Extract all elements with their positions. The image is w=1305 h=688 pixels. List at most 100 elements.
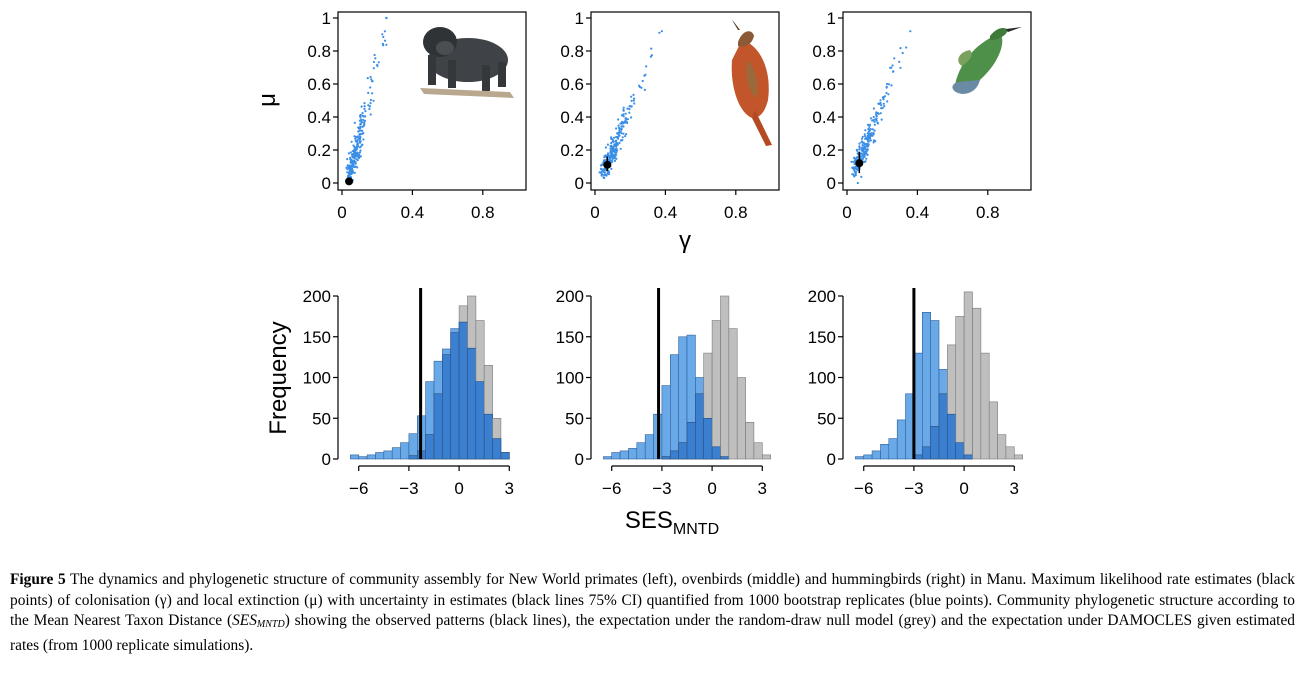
bootstrap-point: [605, 173, 608, 176]
bootstrap-point: [349, 172, 352, 175]
bootstrap-point: [613, 159, 617, 162]
bootstrap-point: [626, 118, 630, 121]
x-tick-label: 0: [590, 203, 599, 222]
y-tick-label: 0: [575, 174, 584, 193]
bootstrap-point: [606, 143, 610, 146]
figure-caption: Figure 5 The dynamics and phylogenetic s…: [10, 570, 1295, 656]
hist-bar-damocles: [661, 385, 671, 460]
bootstrap-point: [615, 127, 618, 130]
bootstrap-point: [602, 170, 605, 173]
bootstrap-point: [872, 141, 875, 144]
y-tick-label: 200: [808, 287, 836, 306]
hist-bar-damocles: [366, 454, 376, 460]
bootstrap-point: [363, 122, 366, 125]
bootstrap-point: [351, 171, 355, 174]
bootstrap-point: [369, 86, 372, 89]
bootstrap-point: [612, 145, 616, 148]
bootstrap-point: [368, 107, 371, 111]
bootstrap-point: [616, 149, 619, 152]
bootstrap-point: [382, 35, 385, 39]
y-tick-label: 0.2: [560, 141, 584, 160]
bootstrap-point: [860, 175, 863, 178]
caption-text-1: The dynamics and phylogenetic structure …: [10, 571, 1295, 630]
bootstrap-point: [620, 125, 623, 128]
hist-bar-overlap: [678, 442, 688, 460]
y-tick-label: 0.2: [307, 141, 331, 160]
hist-bar-overlap: [458, 321, 468, 460]
hist-bar-null: [728, 328, 738, 460]
bootstrap-point: [873, 120, 876, 123]
bootstrap-point: [356, 142, 359, 145]
bootstrap-point: [622, 132, 625, 135]
bootstrap-point: [346, 164, 349, 167]
bootstrap-point: [348, 164, 351, 167]
hist-bar-overlap: [955, 442, 965, 460]
bootstrap-point: [374, 57, 377, 60]
bootstrap-point: [372, 67, 375, 70]
bootstrap-point: [362, 138, 365, 141]
x-tick-label: −6: [602, 479, 621, 498]
bootstrap-point: [358, 133, 361, 136]
bootstrap-point: [603, 176, 606, 180]
hist-bar-overlap: [720, 456, 730, 460]
bootstrap-point: [867, 139, 870, 142]
bootstrap-point: [359, 140, 362, 143]
y-tick-label: 1: [322, 9, 331, 28]
hist-bar-damocles: [408, 433, 418, 460]
hist-bar-overlap: [703, 417, 713, 460]
bootstrap-point: [858, 145, 861, 148]
y-tick-label: 0.6: [812, 75, 836, 94]
bootstrap-point: [609, 149, 612, 152]
bootstrap-point: [610, 136, 613, 139]
bootstrap-point: [869, 139, 872, 142]
y-tick-label: 0: [322, 450, 331, 469]
bootstrap-point: [599, 167, 603, 170]
bootstrap-point: [598, 171, 601, 174]
y-tick-label: 0.2: [812, 141, 836, 160]
hist-bar-overlap: [500, 452, 510, 460]
bootstrap-point: [385, 43, 388, 46]
bootstrap-point: [349, 175, 352, 178]
bootstrap-point: [350, 140, 353, 143]
bootstrap-point: [367, 104, 370, 107]
bootstrap-point: [617, 135, 620, 138]
hist-bar-damocles: [611, 452, 621, 460]
bootstrap-point: [620, 127, 623, 130]
caption-ses-main: SES: [232, 612, 257, 630]
bootstrap-point: [613, 143, 616, 146]
bootstrap-point: [353, 156, 356, 160]
bootstrap-point: [360, 120, 363, 123]
x-tick-label: 0: [842, 203, 851, 222]
scatter-panel-ovenbirds: [590, 11, 780, 191]
bootstrap-point: [880, 104, 883, 107]
bootstrap-point: [871, 128, 875, 131]
bootstrap-point: [353, 154, 356, 157]
bootstrap-point: [865, 148, 868, 151]
bootstrap-point: [875, 111, 878, 114]
bootstrap-point: [360, 105, 363, 108]
y-tick-label: 50: [312, 409, 331, 428]
caption-text-2: ) showing the observed patterns (black l…: [10, 612, 1295, 654]
bootstrap-point: [385, 16, 388, 20]
hist-bar-damocles: [644, 434, 654, 460]
bootstrap-point: [604, 168, 607, 171]
bootstrap-point: [613, 150, 617, 153]
bootstrap-point: [645, 65, 648, 68]
bootstrap-point: [882, 98, 885, 101]
hist-bar-damocles: [636, 442, 646, 460]
x-tick-label: 0.4: [654, 203, 678, 222]
scatter-panel-hummingbirds: [842, 11, 1032, 191]
bootstrap-point: [863, 151, 866, 155]
x-tick-label: 0.8: [471, 203, 495, 222]
bootstrap-point: [855, 148, 858, 151]
bootstrap-point: [372, 99, 375, 102]
bootstrap-point: [864, 129, 867, 132]
hist-bar-overlap: [492, 438, 502, 460]
bootstrap-point: [856, 155, 859, 159]
hist-bar-overlap: [963, 454, 973, 460]
bootstrap-point: [347, 152, 350, 155]
bootstrap-point: [600, 164, 603, 167]
bootstrap-point: [376, 64, 379, 68]
bootstrap-point: [355, 148, 358, 151]
bootstrap-point: [370, 78, 373, 81]
